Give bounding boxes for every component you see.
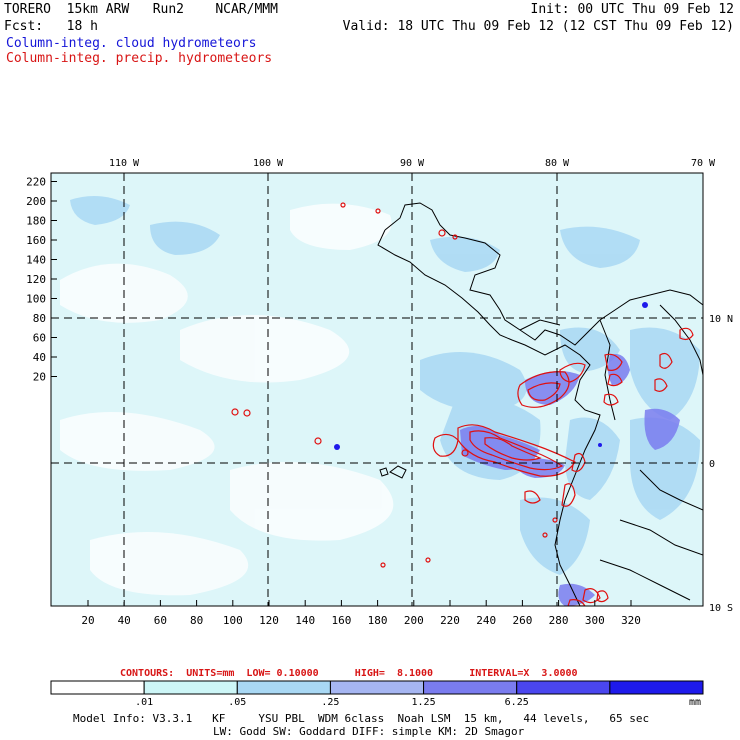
x-tick-label: 180 xyxy=(368,614,388,627)
lat-label-10s: 10 S xyxy=(709,603,733,614)
colorbar-swatch xyxy=(329,680,425,695)
x-tick-label: 260 xyxy=(512,614,532,627)
x-tick-label: 220 xyxy=(440,614,460,627)
colorbar-units: mm xyxy=(689,697,701,708)
lon-label-110w: 110 W xyxy=(109,158,140,169)
colorbar-label: .01 xyxy=(135,697,153,708)
cloud-field-intense xyxy=(334,302,648,450)
x-tick-label: 200 xyxy=(404,614,424,627)
lon-label-90w: 90 W xyxy=(400,158,425,169)
x-tick-label: 300 xyxy=(585,614,605,627)
colorbar-label: 1.25 xyxy=(412,697,436,708)
colorbar-swatch xyxy=(50,680,145,695)
init-time: Init: 00 UTC Thu 09 Feb 12 xyxy=(530,2,735,17)
colorbar-label: 6.25 xyxy=(505,697,529,708)
y-tick-label: 140 xyxy=(26,254,46,267)
x-tick-label: 40 xyxy=(118,614,131,627)
lon-label-70w: 70 W xyxy=(691,158,716,169)
colorbar-label: .25 xyxy=(321,697,339,708)
forecast-hour: Fcst: 18 h xyxy=(4,19,98,34)
x-tick-label: 240 xyxy=(476,614,496,627)
y-tick-label: 220 xyxy=(26,176,46,189)
y-tick-label: 40 xyxy=(33,351,46,364)
colorbar-swatch xyxy=(236,680,331,695)
x-tick-label: 100 xyxy=(223,614,243,627)
cloud-field-medium xyxy=(70,196,700,575)
x-tick-label: 120 xyxy=(259,614,279,627)
valid-time: Valid: 18 UTC Thu 09 Feb 12 (12 CST Thu … xyxy=(342,19,734,34)
colorbar-label: .05 xyxy=(228,697,246,708)
y-tick-label: 100 xyxy=(26,293,46,306)
y-tick-label: 200 xyxy=(26,195,46,208)
contour-info: CONTOURS: UNITS=mm LOW= 0.10000 HIGH= 8.… xyxy=(120,668,578,679)
model-title: TORERO 15km ARW Run2 NCAR/MMM xyxy=(4,2,278,17)
lat-label-0: 0 xyxy=(709,459,715,470)
cloud-field-light xyxy=(60,203,394,596)
y-tick-label: 80 xyxy=(33,312,46,325)
x-tick-label: 20 xyxy=(81,614,94,627)
legend-precip-hydrometeors: Column-integ. precip. hydrometeors xyxy=(6,51,273,66)
x-tick-label: 80 xyxy=(190,614,203,627)
x-tick-label: 60 xyxy=(154,614,167,627)
x-tick-label: 160 xyxy=(331,614,351,627)
coastlines xyxy=(377,202,703,606)
lon-label-100w: 100 W xyxy=(253,158,284,169)
x-tick-label: 140 xyxy=(295,614,315,627)
lat-label-10n: 10 N xyxy=(709,314,733,325)
legend-cloud-hydrometeors: Column-integ. cloud hydrometeors xyxy=(6,36,257,51)
lon-label-80w: 80 W xyxy=(545,158,570,169)
y-tick-label: 180 xyxy=(26,215,46,228)
x-tick-label: 320 xyxy=(621,614,641,627)
map-frame xyxy=(50,172,704,607)
model-info-line2: LW: Godd SW: Goddard DIFF: simple KM: 2D… xyxy=(213,725,525,738)
y-tick-label: 120 xyxy=(26,273,46,286)
model-info-line1: Model Info: V3.3.1 KF YSU PBL WDM 6class… xyxy=(73,712,650,725)
y-tick-label: 160 xyxy=(26,234,46,247)
y-tick-label: 60 xyxy=(33,332,46,345)
colorbar-swatch xyxy=(609,680,704,695)
colorbar-swatch xyxy=(423,680,518,695)
colorbar: .01 .05 .25 1.25 6.25 mm xyxy=(50,680,704,708)
x-tick-label: 280 xyxy=(549,614,569,627)
y-tick-label: 20 xyxy=(33,371,46,384)
graticule xyxy=(51,173,703,606)
colorbar-swatch xyxy=(516,680,611,695)
colorbar-swatch xyxy=(143,680,238,695)
precip-contours xyxy=(231,202,694,606)
